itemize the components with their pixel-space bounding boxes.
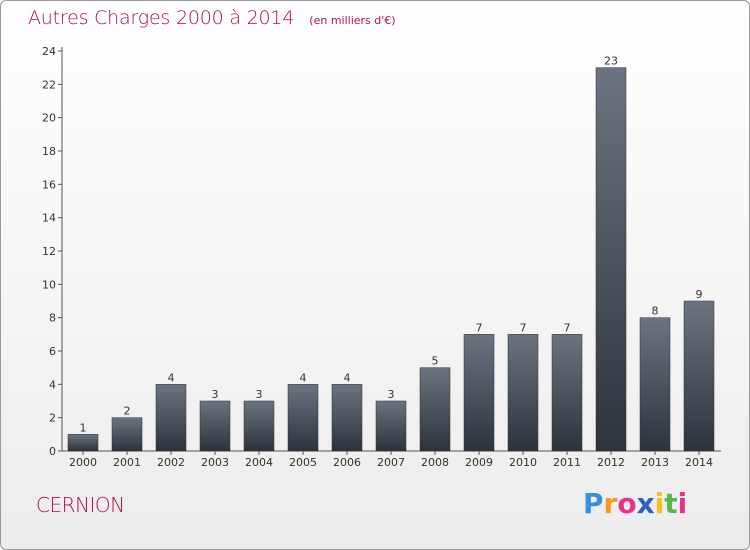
- bar: [551, 334, 583, 452]
- y-tick-label: 24: [42, 45, 56, 58]
- y-tick-label: 12: [42, 245, 56, 258]
- y-tick-label: 4: [49, 378, 56, 391]
- y-tick-label: 18: [42, 145, 56, 158]
- y-tick-label: 20: [42, 112, 56, 125]
- y-tick-label: 2: [49, 412, 56, 425]
- data-label: 3: [256, 388, 263, 401]
- data-label: 9: [696, 288, 703, 301]
- y-tick-label: 6: [49, 345, 56, 358]
- data-label: 8: [652, 305, 659, 318]
- data-label: 5: [432, 355, 439, 368]
- logo-letter: i: [677, 487, 688, 520]
- x-tick-label: 2008: [421, 456, 449, 469]
- logo-letter: r: [603, 487, 618, 520]
- x-tick-label: 2002: [157, 456, 185, 469]
- logo-letter: i: [654, 487, 665, 520]
- data-label: 3: [388, 388, 395, 401]
- x-tick-label: 2009: [465, 456, 493, 469]
- bar: [243, 400, 275, 452]
- y-tick-label: 22: [42, 78, 56, 91]
- logo-letter: t: [664, 487, 678, 520]
- y-tick-label: 14: [42, 212, 56, 225]
- bar: [375, 400, 407, 452]
- chart-subtitle: (en milliers d'€): [309, 14, 396, 27]
- data-label: 4: [168, 371, 175, 384]
- data-label: 7: [520, 321, 527, 334]
- bar: [111, 417, 143, 452]
- y-tick-label: 0: [49, 445, 56, 458]
- bar: [683, 300, 715, 452]
- chart-title: Autres Charges 2000 à 2014: [28, 7, 295, 29]
- data-label: 3: [212, 388, 219, 401]
- bar: [199, 400, 231, 452]
- bars: [67, 67, 715, 452]
- bar: [419, 367, 451, 452]
- title-row: Autres Charges 2000 à 2014 (en milliers …: [28, 7, 396, 29]
- logo-letter: P: [583, 487, 604, 520]
- data-label: 7: [564, 321, 571, 334]
- commune-name: CERNION: [36, 493, 125, 517]
- y-tick-label: 10: [42, 278, 56, 291]
- data-label: 23: [604, 55, 618, 68]
- data-label: 4: [344, 371, 351, 384]
- bar: [595, 67, 627, 452]
- y-tick-label: 8: [49, 312, 56, 325]
- x-tick-label: 2011: [553, 456, 581, 469]
- x-tick-label: 2003: [201, 456, 229, 469]
- x-tick-label: 2007: [377, 456, 405, 469]
- bar: [287, 384, 319, 452]
- bar: [155, 384, 187, 452]
- x-tick-label: 2000: [69, 456, 97, 469]
- data-label: 2: [124, 405, 131, 418]
- labels: 2000 1 2001 2 2002 4 2003 3 2004 3 2005 4 2006 4 2007 3…: [69, 55, 713, 469]
- bar: [463, 334, 495, 452]
- bar: [639, 317, 671, 452]
- x-tick-label: 2005: [289, 456, 317, 469]
- x-tick-label: 2014: [685, 456, 713, 469]
- data-label: 7: [476, 321, 483, 334]
- bar: [507, 334, 539, 452]
- x-tick-label: 2004: [245, 456, 273, 469]
- x-tick-label: 2012: [597, 456, 625, 469]
- x-tick-label: 2010: [509, 456, 537, 469]
- logo-letter: x: [636, 487, 655, 520]
- x-tick-label: 2013: [641, 456, 669, 469]
- x-tick-label: 2006: [333, 456, 361, 469]
- data-label: 1: [80, 421, 87, 434]
- proxiti-logo: Proxiti: [583, 487, 687, 520]
- logo-letter: o: [617, 487, 637, 520]
- bar: [331, 384, 363, 452]
- data-label: 4: [300, 371, 307, 384]
- bar: [67, 434, 99, 452]
- x-tick-label: 2001: [113, 456, 141, 469]
- y-tick-label: 16: [42, 178, 56, 191]
